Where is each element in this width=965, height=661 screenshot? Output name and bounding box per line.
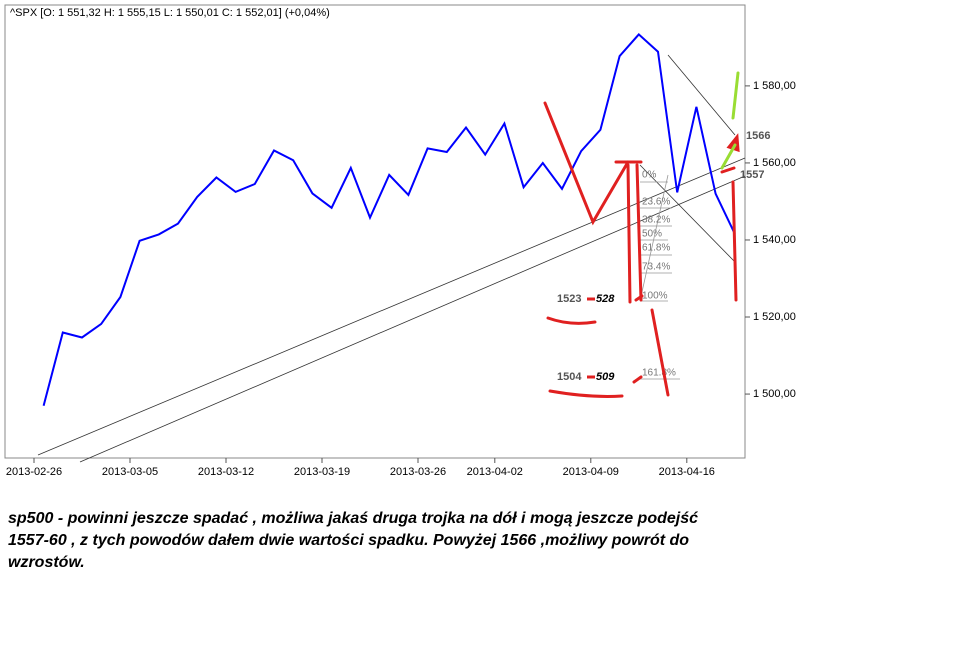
drawn-green (720, 71, 740, 170)
x-tick-label: 2013-03-12 (198, 466, 254, 478)
y-tick-label: 1 520,00 (753, 311, 796, 323)
x-tick-label: 2013-04-09 (563, 466, 619, 478)
fib-label: 61.8% (642, 243, 670, 254)
y-tick-label: 1 560,00 (753, 157, 796, 169)
fib-label: 100% (642, 291, 668, 302)
y-tick-label: 1 580,00 (753, 80, 796, 92)
chart-title: ^SPX [O: 1 551,32 H: 1 555,15 L: 1 550,0… (10, 7, 330, 19)
annotation: 528 (596, 293, 615, 305)
annotations: 1566 1557 1523 528 1504 509 (557, 130, 770, 383)
x-tick-label: 2013-03-26 (390, 466, 446, 478)
x-tick-label: 2013-03-19 (294, 466, 350, 478)
annotation: 1523 (557, 293, 581, 305)
annotation: 1557 (740, 169, 764, 181)
price-line (42, 32, 736, 407)
comment: sp500 - powinni jeszcze spadać , możliwa… (8, 510, 698, 571)
fib-label: 0% (642, 170, 657, 181)
annotation: 509 (596, 371, 615, 383)
y-tick-label: 1 500,00 (753, 388, 796, 400)
x-tick-label: 2013-04-02 (467, 466, 523, 478)
annotation: 1566 (746, 130, 770, 142)
x-tick-label: 2013-02-26 (6, 466, 62, 478)
fib-label: 161.8% (642, 368, 676, 379)
plot-frame (4, 4, 746, 459)
fib-lines (639, 174, 680, 380)
marks: 1 500,00 1 520,00 1 540,00 1 560,00 1 580,00… (6, 32, 796, 478)
drawn-red (543, 101, 740, 398)
fib-label: 73.4% (642, 262, 670, 273)
annotation: 1504 (557, 371, 582, 383)
chart: ^SPX [O: 1 551,32 H: 1 555,15 L: 1 550,0… (4, 4, 796, 478)
x-tick-label: 2013-04-16 (659, 466, 715, 478)
x-tick-label: 2013-03-05 (102, 466, 158, 478)
fib-label: 38.2% (642, 215, 670, 226)
y-tick-label: 1 540,00 (753, 234, 796, 246)
fib-label: 50% (642, 229, 662, 240)
fib-label: 23.6% (642, 197, 670, 208)
